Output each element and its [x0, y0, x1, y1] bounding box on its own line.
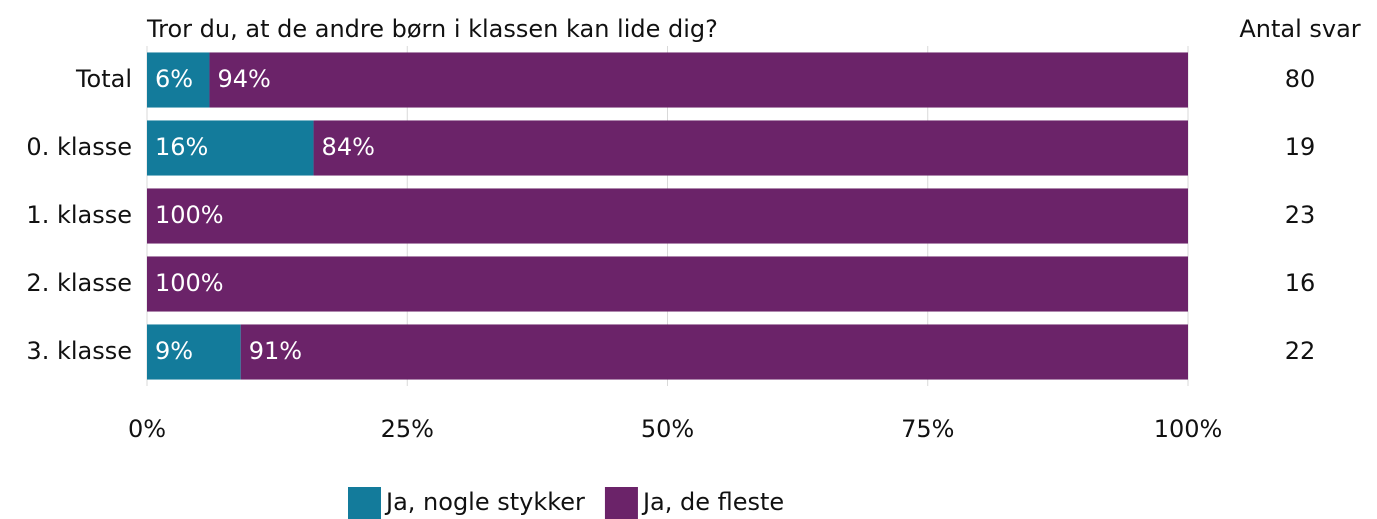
- bar-segment: [147, 188, 1188, 244]
- y-tick-label: 2. klasse: [26, 269, 132, 297]
- count-label: 80: [1285, 65, 1316, 93]
- value-label: 100%: [155, 269, 224, 297]
- legend-swatch: [348, 487, 381, 519]
- value-label: 84%: [322, 133, 375, 161]
- count-label: 23: [1285, 201, 1316, 229]
- chart-title: Tror du, at de andre børn i klassen kan …: [146, 15, 718, 43]
- value-label: 91%: [249, 337, 302, 365]
- value-label: 94%: [217, 65, 270, 93]
- bar-segment: [240, 324, 1188, 380]
- value-label: 6%: [155, 65, 193, 93]
- bar-segment: [147, 120, 314, 176]
- y-tick-label: 3. klasse: [26, 337, 132, 365]
- y-tick-label: 0. klasse: [26, 133, 132, 161]
- count-label: 22: [1285, 337, 1316, 365]
- x-tick-label: 100%: [1154, 415, 1223, 443]
- legend-label: Ja, de fleste: [641, 488, 784, 516]
- value-label: 100%: [155, 201, 224, 229]
- counts-title: Antal svar: [1239, 15, 1360, 43]
- count-label: 16: [1285, 269, 1316, 297]
- x-tick-label: 75%: [901, 415, 954, 443]
- bar-segment: [147, 52, 210, 108]
- value-label: 9%: [155, 337, 193, 365]
- bar-segment: [147, 256, 1188, 312]
- x-tick-label: 25%: [381, 415, 434, 443]
- bar-segment: [147, 324, 241, 380]
- y-tick-label: Total: [75, 65, 132, 93]
- legend-label: Ja, nogle stykker: [384, 488, 585, 516]
- x-tick-label: 0%: [128, 415, 166, 443]
- y-tick-label: 1. klasse: [26, 201, 132, 229]
- count-label: 19: [1285, 133, 1316, 161]
- legend-swatch: [604, 487, 638, 519]
- value-label: 16%: [155, 133, 208, 161]
- bar-segment: [209, 52, 1188, 108]
- bar-segment: [313, 120, 1188, 176]
- x-tick-label: 50%: [641, 415, 694, 443]
